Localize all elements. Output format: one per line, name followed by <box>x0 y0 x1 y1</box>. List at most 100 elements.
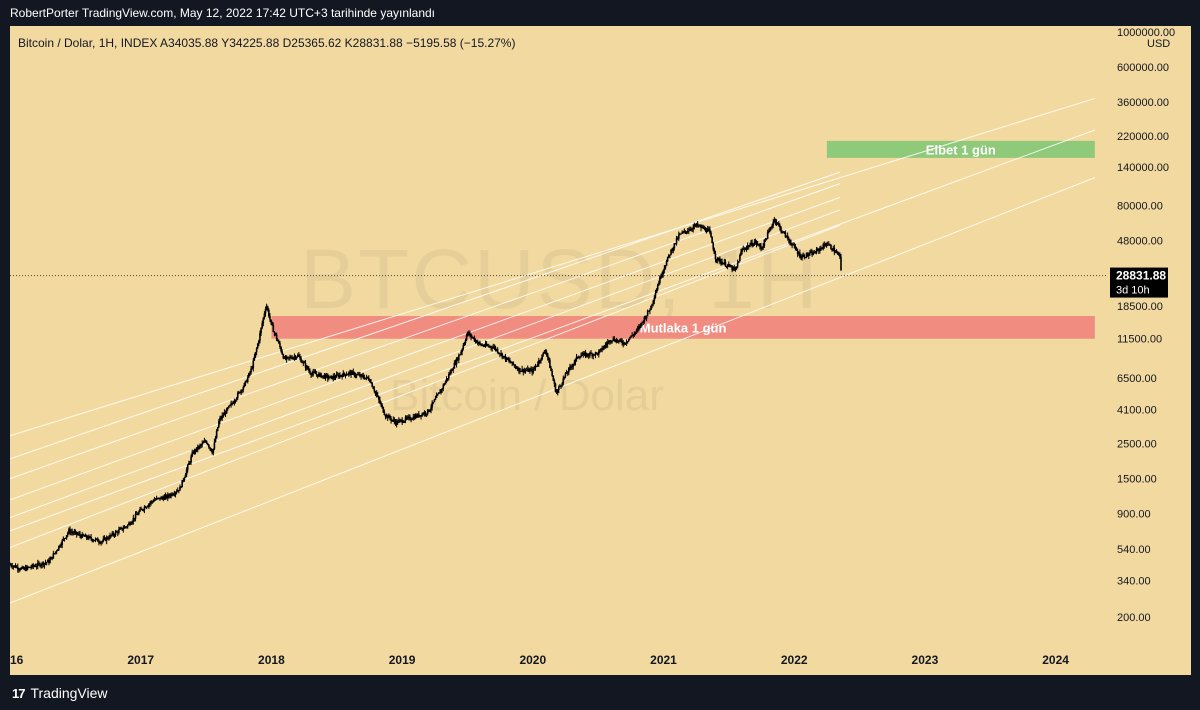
candle-body <box>89 536 91 538</box>
candle-body <box>733 267 736 270</box>
candle-body <box>553 380 556 384</box>
candle-body <box>23 567 26 570</box>
candle-body <box>469 333 471 335</box>
candle-body <box>647 310 650 312</box>
candle-body <box>643 317 646 323</box>
candle-body <box>683 230 686 232</box>
candle-body <box>673 243 676 248</box>
candle-body <box>501 353 503 358</box>
candle-body <box>65 535 68 538</box>
candle-body <box>55 550 58 552</box>
candle-body <box>241 390 243 392</box>
candle-body <box>119 528 121 530</box>
candle-body <box>341 375 343 377</box>
candle-body <box>82 534 85 536</box>
chart-area[interactable]: BTCUSD, 1H Bitcoin / Dolar Elbet 1 gün Mu… <box>10 26 1191 675</box>
candle-body <box>820 248 822 250</box>
candle-body <box>53 553 56 555</box>
candle-body <box>195 447 198 452</box>
candle-body <box>483 345 486 347</box>
candle-body <box>657 283 660 286</box>
candle-body <box>410 419 412 421</box>
candle-body <box>415 415 418 418</box>
candle-body <box>602 348 605 350</box>
candle-body <box>122 528 125 530</box>
candle-body <box>176 490 179 492</box>
candle-body <box>443 384 446 386</box>
candle-body <box>525 370 528 372</box>
candle-body <box>610 340 612 343</box>
candle-body <box>636 328 639 330</box>
candle-body <box>440 389 442 393</box>
candle-body <box>31 564 34 568</box>
candle-body <box>528 368 530 372</box>
candle-body <box>375 392 378 395</box>
candle-body <box>526 368 529 371</box>
candle-body <box>455 358 458 365</box>
publish-text: RobertPorter TradingView.com, May 12, 20… <box>10 6 436 20</box>
candle-body <box>149 502 151 505</box>
candle-body <box>280 347 282 352</box>
candle-body <box>585 353 588 357</box>
candle-body <box>629 337 631 339</box>
candle-body <box>262 317 265 324</box>
candle-body <box>451 369 453 371</box>
candle-body <box>727 264 730 266</box>
candle-body <box>346 374 349 376</box>
candle-body <box>399 419 401 421</box>
candle-body <box>670 249 672 255</box>
candle-body <box>771 225 773 228</box>
candle-body <box>222 415 225 417</box>
candle-body <box>753 242 756 245</box>
candle-body <box>480 343 482 346</box>
candle-body <box>435 395 438 398</box>
candle-body <box>221 415 223 419</box>
candle-body <box>512 361 515 365</box>
candle-body <box>184 474 187 478</box>
candle-body <box>361 374 363 376</box>
candle-body <box>441 388 443 390</box>
candle-body <box>709 229 711 233</box>
candle-body <box>288 356 290 358</box>
candle-body <box>206 443 209 445</box>
candle-body <box>785 235 788 238</box>
candle-body <box>595 352 598 354</box>
candle-body <box>155 498 158 500</box>
candle-body <box>551 371 553 376</box>
candle-body <box>242 386 245 391</box>
candle-body <box>530 369 532 371</box>
candle-body <box>406 417 409 419</box>
candle-body <box>500 353 502 355</box>
candle-body <box>232 403 235 405</box>
candle-body <box>376 394 379 397</box>
candle-body <box>58 545 60 550</box>
candle-body <box>740 251 742 256</box>
x-tick-label: 2024 <box>1042 653 1069 667</box>
candle-body <box>343 372 346 375</box>
candle-body <box>710 232 712 238</box>
candle-body <box>621 341 623 344</box>
candle-body <box>379 399 381 404</box>
tradingview-logo[interactable]: 17 TradingView <box>12 685 108 701</box>
candle-body <box>438 392 440 395</box>
candle-body <box>622 343 625 345</box>
candle-body <box>62 538 65 541</box>
candle-body <box>348 372 350 375</box>
candle-body <box>623 342 626 345</box>
candle-body <box>86 537 89 539</box>
candle-body <box>739 255 741 262</box>
candle-body <box>618 340 620 342</box>
candle-body <box>205 441 208 444</box>
candle-body <box>41 562 44 565</box>
candle-body <box>360 374 362 377</box>
candle-body <box>495 349 498 351</box>
name-watermark: Bitcoin / Dolar <box>390 371 664 420</box>
candle-body <box>544 351 547 353</box>
candle-body <box>219 418 221 422</box>
candle-body <box>706 229 709 232</box>
candle-body <box>92 540 95 542</box>
candle-body <box>165 495 168 499</box>
candle-body <box>52 553 55 559</box>
candle-body <box>533 368 536 370</box>
candle-body <box>78 533 80 535</box>
